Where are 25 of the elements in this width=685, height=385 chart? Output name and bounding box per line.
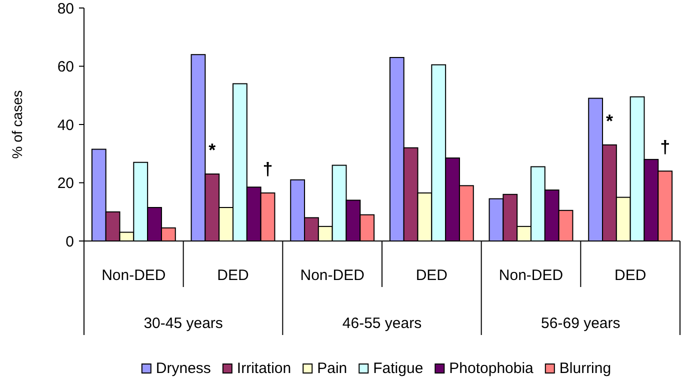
legend-label: Irritation bbox=[236, 360, 292, 377]
annotation: † bbox=[262, 158, 273, 179]
legend-label: Blurring bbox=[559, 360, 612, 377]
y-tick-label: 80 bbox=[57, 0, 74, 18]
x-tick-label: DED bbox=[416, 267, 448, 284]
text: 30-45 years bbox=[144, 315, 223, 332]
y-tick-label: 20 bbox=[57, 175, 74, 192]
annotation: * bbox=[208, 140, 216, 160]
y-tick-label: 40 bbox=[57, 116, 74, 134]
legend-label: Fatigue bbox=[373, 360, 424, 377]
x-tick-label: Non-DED bbox=[102, 267, 166, 284]
legend-label: Pain bbox=[317, 360, 348, 377]
annotation: † bbox=[660, 137, 670, 158]
y-axis-title: % of cases bbox=[9, 90, 25, 159]
annotation: * bbox=[606, 110, 613, 131]
legend-label: Dryness bbox=[156, 360, 211, 377]
x-tick-label: Non-DED bbox=[300, 267, 365, 284]
x-tick-label: DED bbox=[614, 267, 646, 284]
y-tick-label: 0 bbox=[66, 233, 74, 250]
legend-label: Photophobia bbox=[449, 360, 534, 377]
y-tick-label: 60 bbox=[57, 58, 74, 76]
x-tick-label: Non-DED bbox=[498, 267, 564, 284]
x-tick-label: DED bbox=[217, 267, 249, 284]
text: 46-55 years bbox=[342, 315, 422, 332]
text: 56-69 years bbox=[541, 315, 620, 332]
